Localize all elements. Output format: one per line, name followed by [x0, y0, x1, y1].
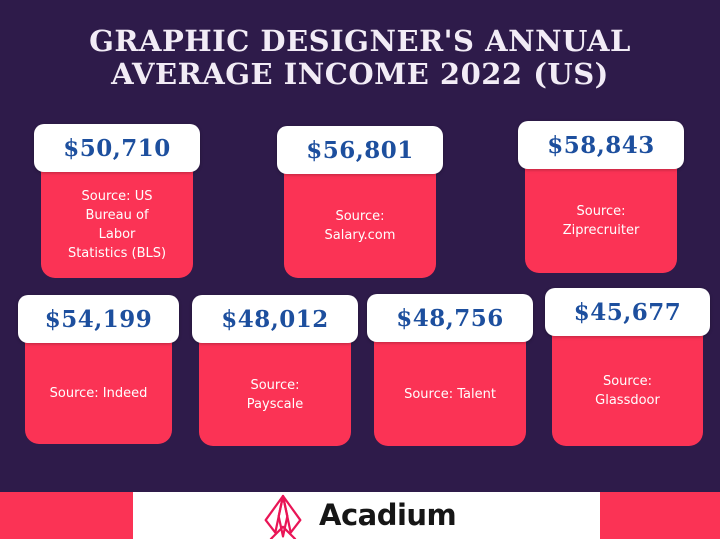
income-amount: $50,710 [34, 124, 200, 172]
footer-bar: Acadium [0, 492, 720, 539]
income-card-indeed: $54,199 Source: Indeed [18, 295, 179, 444]
income-amount: $54,199 [18, 295, 179, 343]
income-card-salarycom: $56,801 Source: Salary.com [277, 126, 443, 278]
income-amount: $58,843 [518, 121, 684, 169]
income-amount: $56,801 [277, 126, 443, 174]
income-card-payscale: $48,012 Source: Payscale [192, 295, 358, 446]
income-amount: $48,756 [367, 294, 533, 342]
brand-name: Acadium [319, 498, 457, 532]
page-title: GRAPHIC DESIGNER'S ANNUAL AVERAGE INCOME… [0, 25, 720, 91]
income-source: Source: Salary.com [284, 168, 436, 278]
income-source: Source: Talent [374, 336, 526, 446]
title-line-1: GRAPHIC DESIGNER'S ANNUAL [89, 24, 631, 58]
income-source: Source: US Bureau of Labor Statistics (B… [41, 166, 193, 278]
income-source: Source: Glassdoor [552, 330, 703, 446]
income-source: Source: Indeed [25, 337, 172, 444]
income-card-ziprecruiter: $58,843 Source: Ziprecruiter [518, 121, 684, 273]
title-line-2: AVERAGE INCOME 2022 (US) [111, 57, 609, 91]
brand-plate: Acadium [133, 492, 600, 539]
income-card-talent: $48,756 Source: Talent [367, 294, 533, 446]
income-source: Source: Ziprecruiter [525, 163, 677, 273]
income-source: Source: Payscale [199, 337, 351, 446]
income-amount: $45,677 [545, 288, 710, 336]
acadium-diamond-icon [257, 493, 309, 539]
income-amount: $48,012 [192, 295, 358, 343]
income-card-bls: $50,710 Source: US Bureau of Labor Stati… [34, 124, 200, 278]
income-card-glassdoor: $45,677 Source: Glassdoor [545, 288, 710, 446]
